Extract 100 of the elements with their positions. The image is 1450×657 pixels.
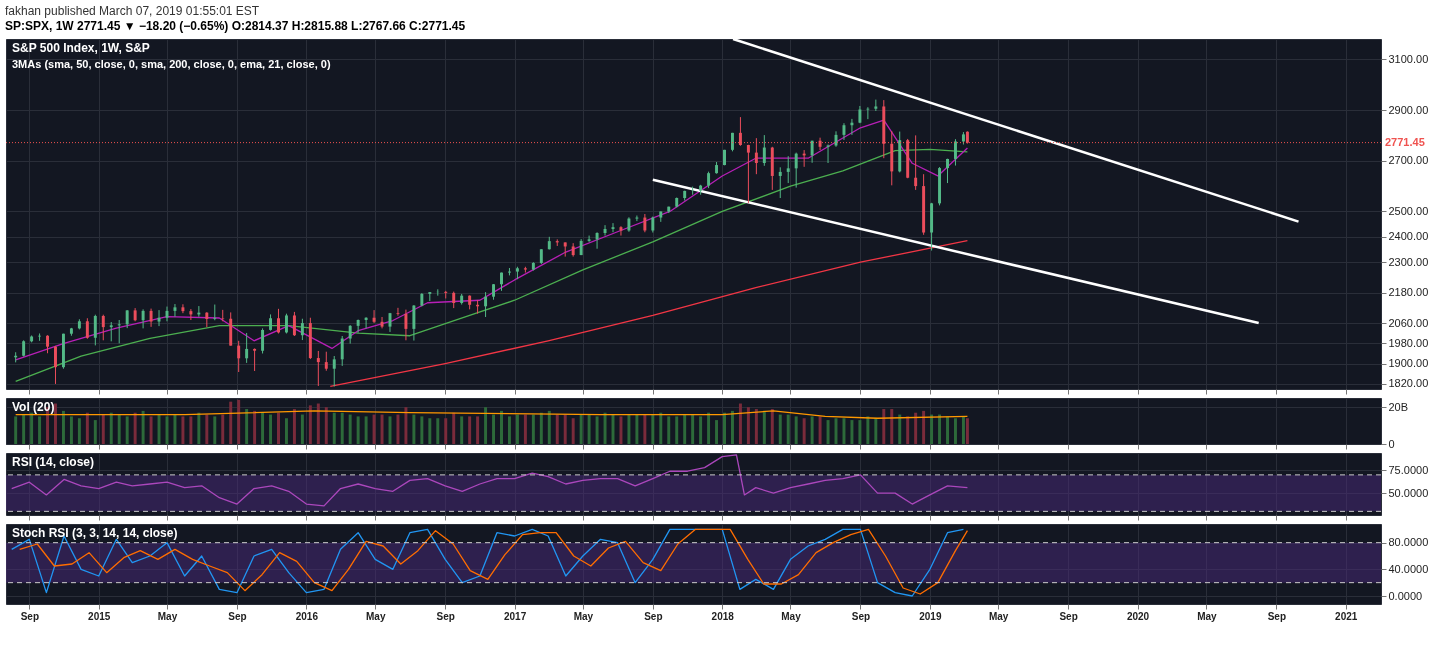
bar [914,412,918,444]
candlestick [101,314,105,341]
bar [173,414,177,444]
candlestick [396,307,400,317]
bar [770,409,774,444]
bar [683,414,687,444]
y-tick-label: 2500.00 [1388,204,1429,217]
bar [117,414,121,444]
x-tick-label: May [157,610,178,622]
x-tick-label: 2020 [1126,610,1150,622]
bar [69,416,73,444]
x-tick-label: Sep [436,610,455,622]
candlestick [46,334,50,354]
candlestick [221,309,225,322]
candlestick [866,106,870,120]
bar [651,414,655,444]
x-tick-label: 2018 [711,610,735,622]
bar [691,414,695,444]
y-tick-label: 0 [1388,437,1395,450]
x-tick-label: 2017 [503,610,527,622]
bar [523,414,527,444]
bar [54,403,57,444]
y-tick-label: 2060.00 [1388,316,1429,329]
bar [938,414,942,444]
bar [372,414,376,444]
bar [794,416,798,444]
candlestick [109,321,113,342]
candlestick [149,308,153,328]
bar [221,414,225,444]
x-tick-label: Sep [20,610,39,622]
bar [898,414,902,444]
bar [667,416,671,444]
bar [245,409,249,444]
candlestick [348,324,352,345]
bar [109,412,113,444]
bar [277,412,280,444]
bar [308,405,312,444]
bar [715,420,719,444]
candlestick [157,309,161,327]
bar [396,414,400,444]
x-tick-label: 2016 [295,610,319,622]
bar [850,420,854,444]
bar [961,416,965,444]
candlestick [643,213,647,233]
y-tick-label: 0.0000 [1388,589,1423,602]
y-tick-label: 1820.00 [1388,377,1429,390]
x-tick-label: May [1197,610,1218,622]
y-tick-label: 2900.00 [1388,103,1429,116]
candlestick [484,291,488,318]
candlestick [173,303,177,318]
y-tick-label: 1900.00 [1388,357,1429,370]
bar [468,416,472,444]
candlestick [778,166,782,199]
x-tick-label: May [988,610,1009,622]
bar [842,418,846,444]
candlestick [946,158,949,184]
bar [197,412,201,444]
bar [364,416,368,444]
candlestick [284,313,288,334]
candlestick [253,347,257,372]
bar [563,414,567,444]
bar [890,409,894,444]
bar [269,414,273,444]
candlestick [332,355,336,387]
candlestick [587,235,591,243]
x-tick-label: Sep [228,610,247,622]
line-series [15,148,969,383]
y-tick-label: 20B [1388,400,1409,413]
bar [778,414,782,444]
bar [133,412,137,444]
bar [922,410,926,444]
candlestick [619,225,623,237]
bar [412,414,416,444]
bar [205,414,209,444]
bar [30,412,34,444]
candlestick [245,332,249,364]
candlestick [786,155,790,184]
bar [22,414,26,444]
bar [149,416,153,444]
bar [699,416,703,444]
line-series [11,454,969,507]
candlestick [292,311,296,337]
candlestick [762,134,766,167]
bar [93,420,97,444]
candlestick [316,350,320,387]
candlestick [189,308,193,321]
bar [531,414,535,444]
x-tick-label: 2019 [919,610,942,622]
bar [547,410,551,444]
candlestick [54,345,57,385]
bar [14,416,18,444]
bar [707,412,711,444]
bar [476,416,480,444]
candlestick [953,138,957,167]
bar [643,414,647,444]
candlestick [412,304,416,342]
candlestick [117,319,121,344]
y-tick-label: 1980.00 [1388,336,1429,349]
x-tick-label: May [573,610,594,622]
x-tick-label: May [365,610,386,622]
